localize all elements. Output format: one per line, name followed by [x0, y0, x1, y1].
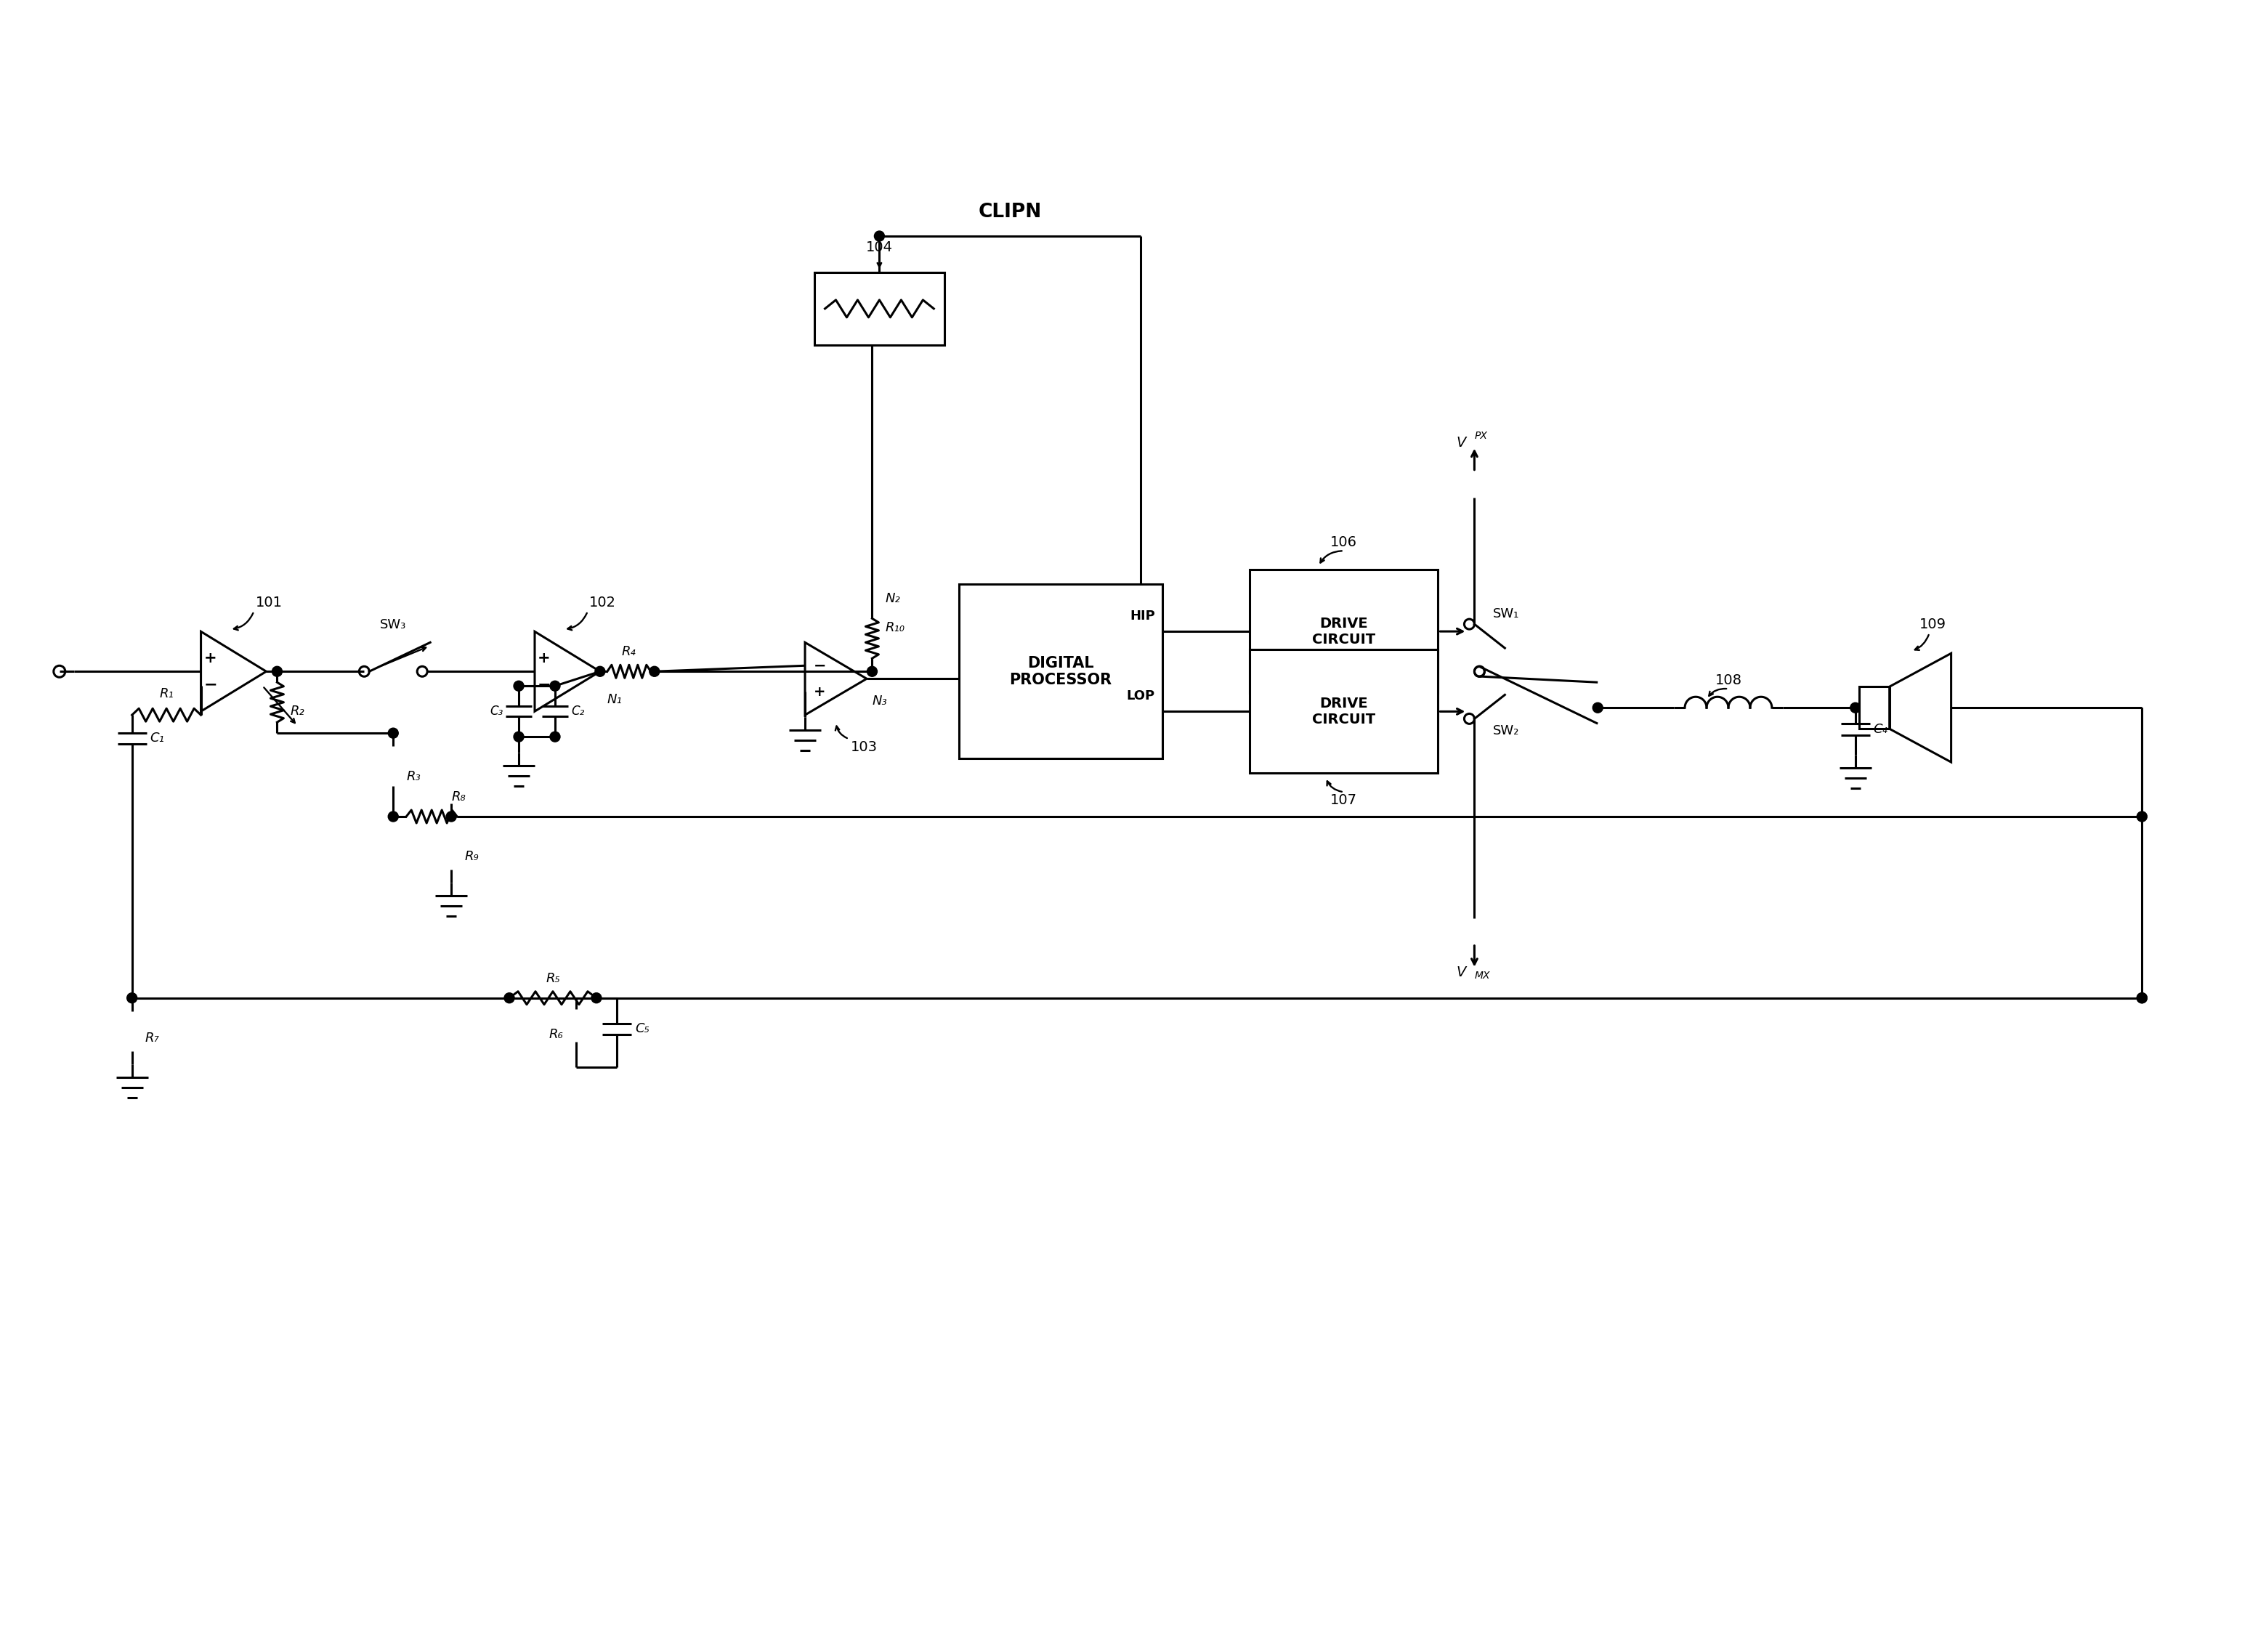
Text: MX: MX: [1474, 970, 1490, 981]
Text: 101: 101: [255, 596, 282, 610]
Text: R₃: R₃: [406, 770, 420, 783]
Text: R₁₀: R₁₀: [885, 621, 905, 634]
Text: −: −: [203, 677, 217, 692]
Text: R₉: R₉: [465, 849, 479, 862]
Text: 108: 108: [1714, 674, 1741, 687]
Circle shape: [447, 811, 456, 821]
Text: CLIPN: CLIPN: [978, 203, 1041, 221]
Text: SW₂: SW₂: [1493, 725, 1520, 738]
Circle shape: [594, 666, 605, 677]
Circle shape: [2136, 811, 2147, 821]
Text: V: V: [1456, 966, 1465, 980]
Text: C₁: C₁: [149, 732, 165, 745]
Circle shape: [1849, 702, 1861, 712]
Circle shape: [271, 666, 282, 677]
Text: N₂: N₂: [885, 593, 901, 605]
Text: 109: 109: [1919, 618, 1946, 631]
Circle shape: [867, 666, 876, 677]
Text: −: −: [813, 659, 826, 672]
Text: −: −: [537, 677, 551, 692]
Circle shape: [650, 666, 659, 677]
Circle shape: [592, 993, 601, 1003]
Bar: [1858, 687, 1890, 729]
Text: HIP: HIP: [1129, 610, 1156, 623]
Text: 107: 107: [1330, 793, 1357, 808]
Circle shape: [504, 993, 515, 1003]
Text: R₈: R₈: [452, 790, 465, 803]
Text: C₅: C₅: [634, 1023, 650, 1034]
Text: V: V: [1456, 436, 1465, 449]
Text: DIGITAL
PROCESSOR: DIGITAL PROCESSOR: [1009, 656, 1111, 687]
Circle shape: [388, 729, 397, 738]
Text: LOP: LOP: [1127, 691, 1156, 702]
Circle shape: [513, 681, 524, 691]
Text: DRIVE
CIRCUIT: DRIVE CIRCUIT: [1312, 697, 1375, 727]
Circle shape: [2136, 993, 2147, 1003]
Text: +: +: [537, 651, 551, 666]
Circle shape: [126, 993, 138, 1003]
Circle shape: [513, 732, 524, 742]
Text: R₁: R₁: [160, 687, 174, 700]
Text: 106: 106: [1330, 535, 1357, 550]
Text: R₆: R₆: [549, 1028, 562, 1041]
Text: N₁: N₁: [607, 694, 623, 707]
Text: SW₃: SW₃: [379, 618, 406, 631]
Text: DRIVE
CIRCUIT: DRIVE CIRCUIT: [1312, 616, 1375, 646]
Text: PX: PX: [1474, 431, 1488, 441]
FancyBboxPatch shape: [1249, 570, 1438, 694]
Text: +: +: [813, 686, 826, 699]
Circle shape: [551, 681, 560, 691]
FancyBboxPatch shape: [960, 585, 1163, 758]
Text: 103: 103: [851, 740, 878, 755]
FancyBboxPatch shape: [815, 273, 944, 345]
Circle shape: [388, 811, 397, 821]
Text: N₃: N₃: [872, 695, 887, 707]
Text: C₂: C₂: [571, 705, 585, 719]
Circle shape: [874, 231, 885, 241]
Circle shape: [2136, 993, 2147, 1003]
Circle shape: [551, 732, 560, 742]
Text: R₄: R₄: [621, 646, 637, 659]
Text: 104: 104: [867, 241, 892, 254]
Text: R₇: R₇: [145, 1031, 160, 1044]
Text: SW₁: SW₁: [1493, 608, 1520, 621]
Text: R₅: R₅: [546, 971, 560, 985]
Text: R₂: R₂: [291, 705, 305, 719]
Text: 102: 102: [589, 596, 616, 610]
FancyBboxPatch shape: [1249, 649, 1438, 773]
Text: C₄: C₄: [1874, 724, 1888, 737]
Circle shape: [1592, 702, 1603, 712]
Text: C₃: C₃: [490, 705, 504, 719]
Text: +: +: [203, 651, 217, 666]
